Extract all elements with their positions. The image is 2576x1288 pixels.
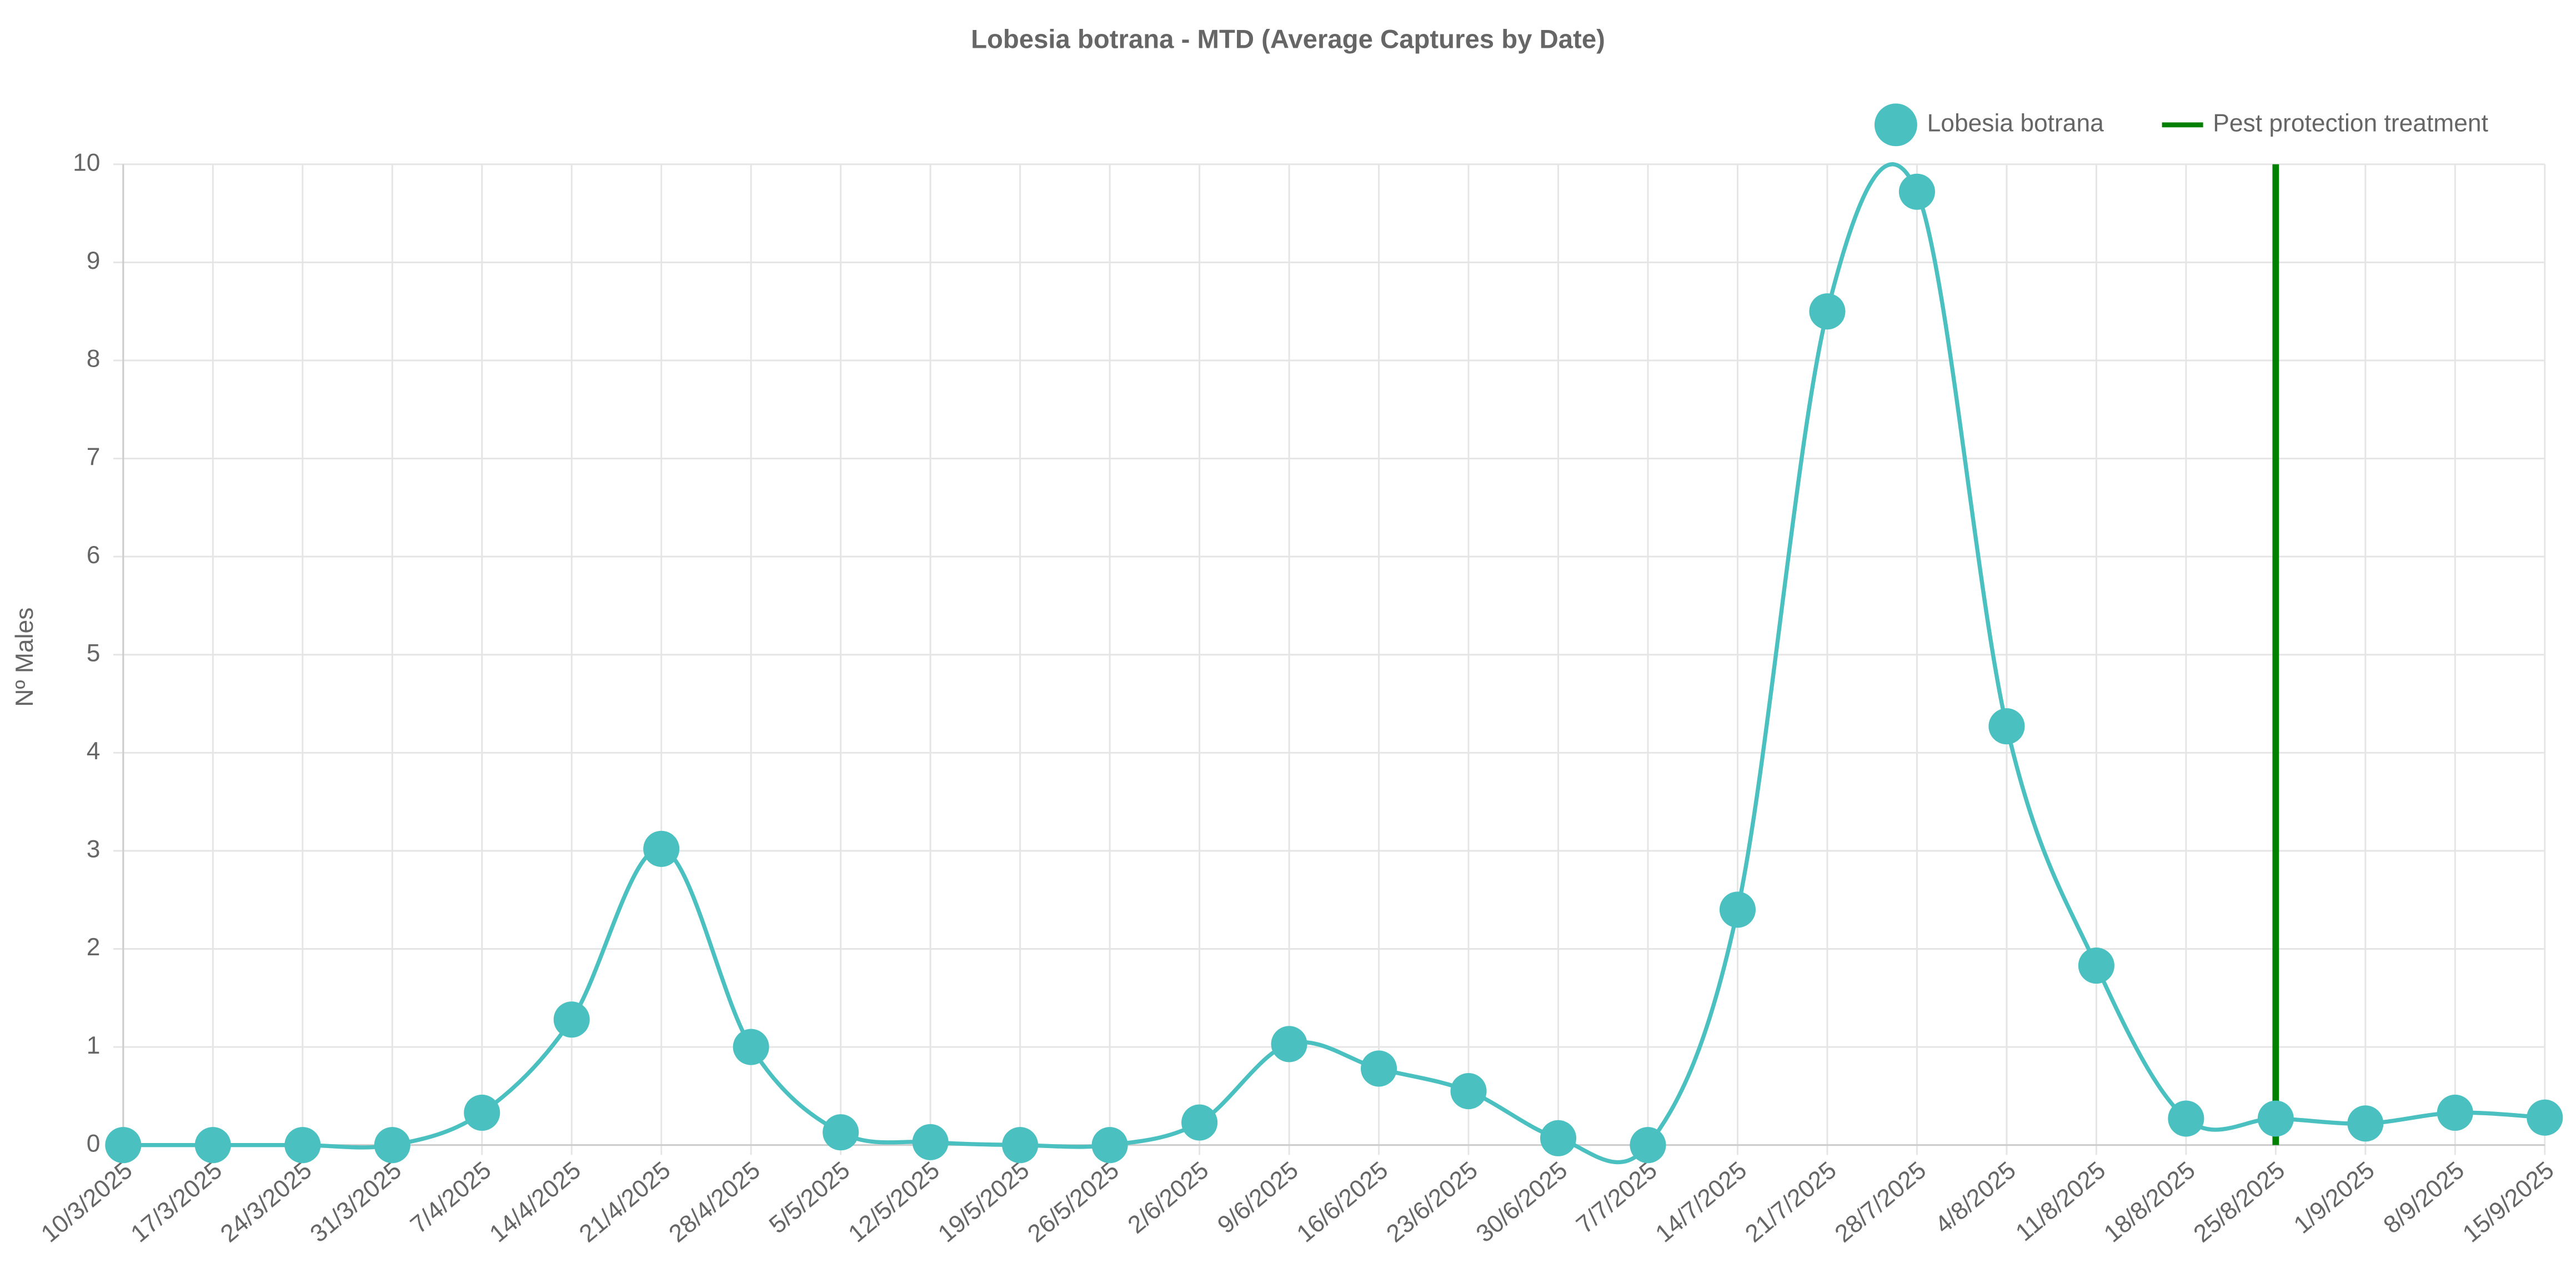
data-point: [1002, 1127, 1039, 1164]
data-point: [1271, 1026, 1307, 1063]
data-point: [912, 1124, 949, 1160]
data-point: [643, 830, 680, 867]
x-tick-label: 19/5/2025: [933, 1156, 1035, 1247]
y-axis-label: Nº Males: [11, 608, 38, 707]
x-tick-label: 10/3/2025: [36, 1156, 138, 1247]
data-point: [2347, 1105, 2384, 1142]
x-tick-label: 14/4/2025: [484, 1156, 586, 1247]
data-point: [2527, 1099, 2563, 1136]
x-tick-label: 2/6/2025: [1123, 1156, 1214, 1239]
x-tick-label: 25/8/2025: [2188, 1156, 2290, 1247]
x-tick-label: 16/6/2025: [1292, 1156, 1394, 1247]
x-tick-label: 1/9/2025: [2289, 1156, 2380, 1239]
x-tick-label: 12/5/2025: [843, 1156, 945, 1247]
data-point: [2168, 1100, 2204, 1137]
legend-marker: [1874, 103, 1917, 147]
y-tick-label: 7: [87, 443, 101, 470]
y-tick-label: 10: [73, 149, 100, 177]
x-tick-label: 15/9/2025: [2458, 1156, 2559, 1247]
x-tick-label: 28/4/2025: [664, 1156, 765, 1247]
y-tick-label: 8: [87, 345, 101, 373]
data-point: [2078, 947, 2114, 984]
data-point: [105, 1127, 142, 1164]
y-tick-label: 6: [87, 542, 101, 569]
data-point: [1450, 1073, 1487, 1110]
data-point: [1540, 1120, 1577, 1156]
x-tick-label: 24/3/2025: [215, 1156, 317, 1247]
data-point: [1898, 173, 1935, 210]
x-tick-label: 21/7/2025: [1740, 1156, 1842, 1247]
data-point: [553, 1001, 590, 1038]
x-tick-label: 23/6/2025: [1381, 1156, 1483, 1247]
data-point: [1719, 891, 1756, 928]
x-tick-label: 28/7/2025: [1830, 1156, 1932, 1247]
data-point: [194, 1127, 231, 1164]
y-tick-label: 1: [87, 1032, 101, 1059]
y-tick-label: 4: [87, 738, 101, 765]
data-point: [1181, 1104, 1218, 1141]
data-point: [2257, 1100, 2294, 1137]
data-point: [1809, 293, 1846, 330]
x-tick-label: 31/3/2025: [305, 1156, 407, 1247]
data-point: [2437, 1094, 2473, 1131]
legend-label: Lobesia botrana: [1927, 110, 2104, 137]
chart-title: Lobesia botrana - MTD (Average Captures …: [971, 24, 1605, 54]
x-tick-label: 8/9/2025: [2378, 1156, 2469, 1239]
x-tick-label: 14/7/2025: [1651, 1156, 1752, 1247]
x-tick-label: 7/7/2025: [1571, 1156, 1662, 1239]
x-tick-label: 7/4/2025: [405, 1156, 497, 1239]
x-tick-label: 5/5/2025: [764, 1156, 855, 1239]
x-tick-label: 26/5/2025: [1023, 1156, 1124, 1247]
data-point: [1091, 1127, 1128, 1164]
y-tick-label: 5: [87, 639, 101, 666]
series-line: [123, 162, 2545, 1165]
legend-label: Pest protection treatment: [2213, 110, 2488, 137]
data-point: [1988, 708, 2025, 745]
x-tick-label: 21/4/2025: [574, 1156, 676, 1247]
y-tick-label: 2: [87, 934, 101, 961]
x-tick-label: 30/6/2025: [1471, 1156, 1573, 1247]
x-tick-label: 4/8/2025: [1930, 1156, 2021, 1239]
y-tick-label: 9: [87, 247, 101, 274]
data-point: [464, 1094, 500, 1131]
data-point: [1361, 1050, 1397, 1087]
data-point: [733, 1029, 769, 1065]
y-tick-label: 3: [87, 836, 101, 863]
data-point: [1630, 1127, 1666, 1164]
x-tick-label: 17/3/2025: [126, 1156, 227, 1247]
data-point: [374, 1127, 410, 1164]
y-tick-label: 0: [87, 1130, 101, 1157]
data-point: [284, 1127, 321, 1164]
data-point: [823, 1114, 859, 1151]
x-tick-label: 11/8/2025: [2011, 1156, 2111, 1246]
x-tick-label: 9/6/2025: [1212, 1156, 1304, 1239]
x-tick-label: 18/8/2025: [2099, 1156, 2201, 1247]
